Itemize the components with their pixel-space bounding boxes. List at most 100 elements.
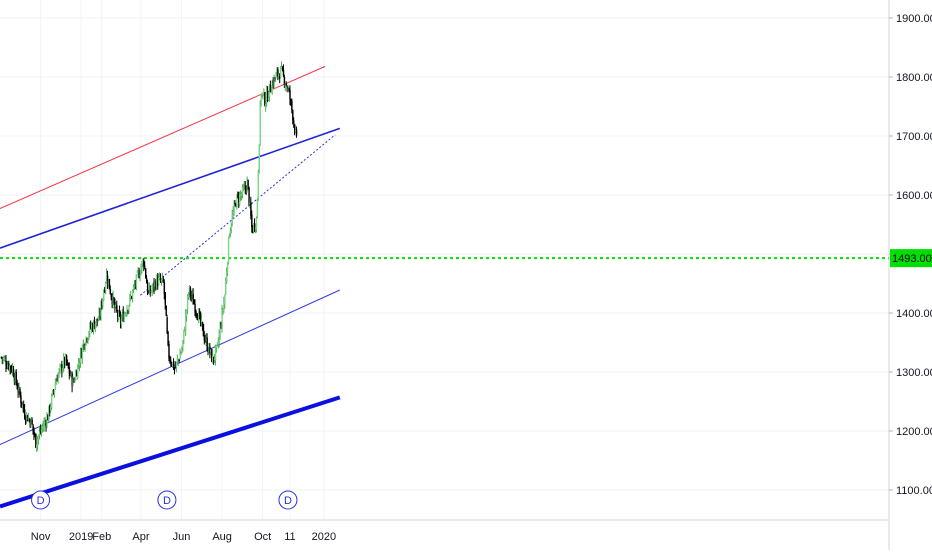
trend-line-blue-thick[interactable] bbox=[0, 395, 341, 509]
dividend-marker-circle[interactable] bbox=[31, 490, 51, 510]
candle-body bbox=[254, 227, 257, 229]
candle-body bbox=[183, 329, 185, 341]
candle-body bbox=[115, 304, 117, 307]
candle-body bbox=[283, 76, 286, 85]
candle-body bbox=[85, 337, 87, 344]
candle-body bbox=[240, 194, 243, 196]
candle-body bbox=[213, 358, 216, 360]
candle-body bbox=[111, 297, 113, 305]
candle-body bbox=[154, 281, 156, 287]
candle-body bbox=[198, 312, 200, 322]
dividend-marker-circle[interactable] bbox=[278, 490, 298, 510]
candle-body bbox=[204, 339, 207, 342]
candle-body bbox=[261, 92, 263, 96]
price-axis-label: 1700.00 bbox=[896, 131, 932, 143]
candle-body bbox=[235, 204, 237, 207]
candle-body bbox=[33, 429, 35, 435]
candle-body bbox=[166, 317, 168, 333]
candle-body bbox=[278, 74, 280, 77]
candle-body bbox=[108, 278, 111, 290]
candle-body bbox=[90, 325, 92, 328]
price-axis-label: 1900.00 bbox=[896, 13, 932, 25]
candle-body bbox=[193, 302, 195, 305]
price-axis-label: 1400.00 bbox=[896, 308, 932, 320]
dividend-marker-circle[interactable] bbox=[157, 490, 177, 510]
candle-body bbox=[102, 298, 104, 306]
candle-body bbox=[231, 215, 234, 225]
candle-body bbox=[50, 406, 52, 411]
price-axis-label: 1300.00 bbox=[896, 367, 932, 379]
candle-body bbox=[87, 338, 89, 342]
candle-body bbox=[54, 383, 57, 390]
candle-body bbox=[167, 331, 169, 345]
price-axis-label: 1600.00 bbox=[896, 190, 932, 202]
candle-body bbox=[1, 357, 4, 359]
candle-body bbox=[88, 333, 90, 338]
candle-body bbox=[37, 438, 39, 446]
candle-body bbox=[36, 444, 38, 449]
candle-body bbox=[287, 88, 289, 90]
price-axis[interactable]: 1900.001800.001700.001600.001500.001400.… bbox=[889, 13, 932, 497]
candle-body bbox=[232, 211, 234, 217]
candle-body bbox=[253, 223, 256, 230]
candle-body bbox=[91, 325, 94, 331]
candle-body bbox=[123, 313, 126, 322]
candle-body bbox=[185, 310, 188, 317]
plot-background bbox=[0, 0, 889, 520]
candle-body bbox=[266, 90, 269, 102]
candle-body bbox=[210, 349, 212, 353]
candle-body bbox=[21, 401, 23, 407]
candle-body bbox=[158, 277, 160, 285]
trend-line-blue-medium[interactable] bbox=[0, 127, 341, 249]
candle-body bbox=[284, 84, 287, 86]
candle-body bbox=[80, 351, 83, 359]
time-axis-label: Oct bbox=[254, 531, 271, 543]
candle-body bbox=[200, 320, 203, 324]
candle-body bbox=[56, 379, 58, 382]
candle-body bbox=[290, 99, 292, 101]
candle-body bbox=[126, 309, 128, 316]
time-axis-label: Feb bbox=[92, 531, 111, 543]
candle-body bbox=[234, 202, 236, 204]
candle-body bbox=[121, 313, 124, 318]
candle-body bbox=[164, 292, 166, 305]
candle-body bbox=[124, 313, 126, 315]
time-axis-label: Apr bbox=[132, 531, 149, 543]
candle-body bbox=[173, 368, 176, 370]
price-axis-label: 1100.00 bbox=[896, 485, 932, 497]
candle-body bbox=[174, 366, 177, 368]
candle-body bbox=[132, 290, 134, 298]
candle-body bbox=[155, 282, 157, 289]
candle-body bbox=[289, 90, 291, 100]
candle-body bbox=[288, 89, 290, 91]
candle-body bbox=[43, 421, 45, 427]
candle-body bbox=[98, 312, 100, 320]
candle-body bbox=[25, 413, 28, 420]
candle-body bbox=[106, 275, 109, 284]
candle-body bbox=[10, 365, 12, 369]
candle-body bbox=[5, 360, 7, 367]
candle-body bbox=[279, 75, 281, 79]
candle-body bbox=[31, 419, 33, 425]
candle-body bbox=[161, 277, 164, 281]
candle-body bbox=[224, 295, 226, 304]
candle-body bbox=[40, 429, 43, 432]
candle-body bbox=[247, 179, 249, 187]
candle-body bbox=[218, 334, 220, 344]
candle-body bbox=[189, 287, 192, 296]
candle-body bbox=[274, 77, 276, 79]
candle-body bbox=[199, 312, 202, 323]
candle-body bbox=[217, 342, 220, 345]
trend-line-blue-thin[interactable] bbox=[0, 289, 341, 446]
candle-body bbox=[238, 196, 240, 203]
candle-body bbox=[293, 120, 295, 124]
candle-body bbox=[257, 172, 260, 199]
candle-body bbox=[83, 344, 85, 348]
candle-body bbox=[96, 318, 99, 322]
candle-body bbox=[250, 202, 252, 217]
candle-body bbox=[159, 278, 162, 282]
candle-body bbox=[219, 326, 221, 336]
